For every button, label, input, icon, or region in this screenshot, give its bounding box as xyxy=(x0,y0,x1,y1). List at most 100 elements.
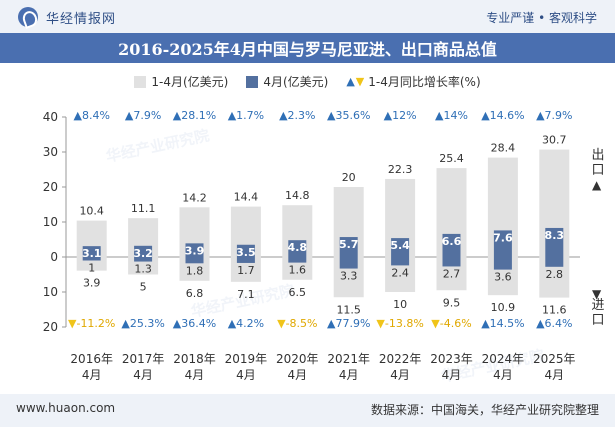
x-category-line: 2023年 xyxy=(430,352,473,366)
label-export-month: 7.6 xyxy=(493,231,513,244)
label-import-month: 3.6 xyxy=(494,271,512,284)
label-import-total: 3.9 xyxy=(83,277,101,290)
title-bar xyxy=(0,33,615,63)
triangle-up-icon: ▲ xyxy=(125,109,134,122)
bar-import-month xyxy=(493,257,512,270)
triangle-up-icon: ▲ xyxy=(279,109,288,122)
triangle-up-icon: ▲ xyxy=(173,109,182,122)
label-export-total: 20 xyxy=(342,171,356,184)
triangle-down-icon: ▼ xyxy=(68,317,77,330)
x-category-line: 2017年 xyxy=(122,352,165,366)
triangle-up-icon: ▲ xyxy=(327,109,336,122)
bar-import-month xyxy=(82,257,101,261)
label-import-month: 2.8 xyxy=(546,268,564,281)
growth-value-export: 35.6% xyxy=(335,109,370,122)
arrow-up-icon: ▲ xyxy=(592,178,602,192)
y-tick-label: 10 xyxy=(43,285,58,299)
footer-source: 数据来源：中国海关，华经产业研究院整理 xyxy=(370,403,599,417)
label-import-month: 1 xyxy=(88,262,95,275)
growth-label-import: ▼-4.6% xyxy=(431,317,471,330)
label-export-month: 3.5 xyxy=(236,246,256,259)
label-export-total: 11.1 xyxy=(131,202,156,215)
label-import-month: 1.6 xyxy=(289,264,307,277)
x-category-label: 2022年 4月 xyxy=(379,352,422,382)
bar-export-month xyxy=(339,237,358,257)
label-export-total: 14.8 xyxy=(285,189,310,202)
x-category-label: 2025年 4月 xyxy=(533,352,576,382)
growth-label-export: ▲7.9% xyxy=(125,109,161,122)
growth-value-import: 77.9% xyxy=(335,317,370,330)
growth-value-export: 7.9% xyxy=(133,109,161,122)
label-export-month: 5.4 xyxy=(390,239,410,252)
x-category-line: 2019年 xyxy=(225,352,268,366)
bar-import-month xyxy=(339,257,358,269)
growth-label-import: ▼-11.2% xyxy=(68,317,115,330)
growth-label-export: ▲2.3% xyxy=(279,109,315,122)
x-category-line: 2022年 xyxy=(379,352,422,366)
growth-value-import: 25.3% xyxy=(130,317,165,330)
growth-label-export: ▲1.7% xyxy=(228,109,264,122)
growth-value-import: 14.5% xyxy=(490,317,525,330)
label-export-total: 28.4 xyxy=(491,142,516,155)
triangle-up-icon: ▲ xyxy=(481,317,490,330)
x-category-line: 4月 xyxy=(185,368,205,382)
triangle-down-icon: ▼ xyxy=(355,75,365,88)
x-category-line: 4月 xyxy=(133,368,153,382)
footer-url[interactable]: www.huaon.com xyxy=(16,401,116,415)
bar-export-month xyxy=(391,238,410,257)
y-tick-label: 30 xyxy=(43,145,58,159)
growth-value-import: 36.4% xyxy=(181,317,216,330)
x-category-line: 2024年 xyxy=(482,352,525,366)
triangle-up-icon: ▲ xyxy=(228,109,237,122)
growth-label-import: ▲6.4% xyxy=(536,317,572,330)
bar-export-month xyxy=(493,230,512,257)
x-category-line: 4月 xyxy=(493,368,513,382)
label-import-month: 1.7 xyxy=(237,264,255,277)
legend-label-month: 4月(亿美元) xyxy=(263,75,329,89)
legend-item-growth: ▲ ▼ 1-4月同比增长率(%) xyxy=(346,73,480,90)
triangle-up-icon: ▲ xyxy=(73,109,82,122)
bar-import-month xyxy=(185,257,204,264)
header-slogan: 专业严谨 • 客观科学 xyxy=(486,11,597,25)
y-tick-label: 40 xyxy=(43,110,58,124)
label-import-month: 1.3 xyxy=(134,263,152,276)
brand[interactable]: 华经情报网 xyxy=(18,7,116,27)
legend-label-growth: 1-4月同比增长率(%) xyxy=(368,75,481,89)
growth-label-export: ▲14% xyxy=(435,109,468,122)
growth-value-import: -8.5% xyxy=(286,317,318,330)
label-import-month: 1.8 xyxy=(186,264,204,277)
label-export-month: 4.8 xyxy=(288,241,308,254)
bar-import-month xyxy=(545,257,564,267)
x-category-line: 4月 xyxy=(339,368,359,382)
label-export-month: 3.9 xyxy=(185,244,205,257)
growth-label-import: ▲77.9% xyxy=(327,317,370,330)
triangle-up-icon: ▲ xyxy=(481,109,490,122)
label-import-total: 11.5 xyxy=(336,303,361,316)
label-import-total: 5 xyxy=(140,281,147,294)
x-category-label: 2017年 4月 xyxy=(122,352,165,382)
growth-label-export: ▲8.4% xyxy=(73,109,109,122)
label-export-month: 5.7 xyxy=(339,238,359,251)
y-tick-label: 20 xyxy=(43,320,58,334)
x-category-line: 4月 xyxy=(236,368,256,382)
y-tick-label: 10 xyxy=(43,215,58,229)
x-category-line: 4月 xyxy=(390,368,410,382)
chart-title: 2016-2025年4月中国与罗马尼亚进、出口商品总值 xyxy=(118,40,497,59)
growth-value-export: 12% xyxy=(392,109,416,122)
x-category-label: 2021年 4月 xyxy=(327,352,370,382)
arrow-down-icon: ▼ xyxy=(592,287,602,301)
label-import-month: 2.4 xyxy=(391,266,409,279)
x-category-label: 2016年 4月 xyxy=(70,352,113,382)
x-category-line: 4月 xyxy=(287,368,307,382)
growth-label-import: ▲25.3% xyxy=(121,317,164,330)
x-category-line: 4月 xyxy=(442,368,462,382)
x-category-line: 2016年 xyxy=(70,352,113,366)
label-export-total: 30.7 xyxy=(542,134,567,147)
growth-value-export: 7.9% xyxy=(545,109,573,122)
label-export-month: 3.2 xyxy=(133,247,153,260)
label-export-total: 14.4 xyxy=(234,191,259,204)
growth-label-export: ▲12% xyxy=(384,109,417,122)
growth-value-export: 8.4% xyxy=(82,109,110,122)
label-import-total: 9.5 xyxy=(443,296,461,309)
